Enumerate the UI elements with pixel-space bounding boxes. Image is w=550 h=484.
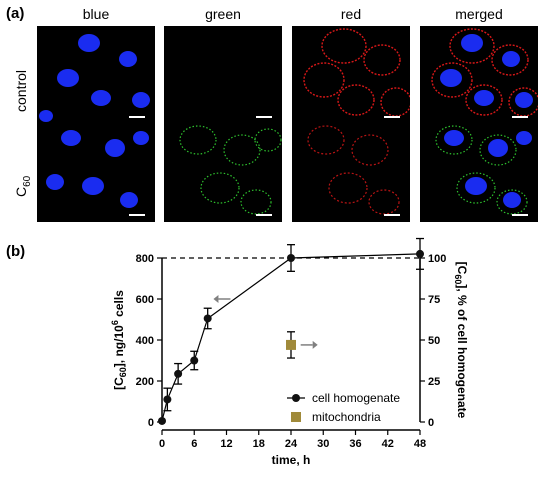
column-label-green: green [205,6,241,22]
legend-marker-cell-homogenate [292,394,300,402]
x-tick-label: 6 [191,438,197,450]
data-point-cell-homogenate [190,356,199,365]
x-tick-label: 0 [159,438,165,450]
panel-b-label: (b) [6,243,26,260]
y-left-tick-label: 0 [148,417,154,429]
y-axis-left-label: [C60], ng/106 cells [110,290,128,390]
y-right-tick-label: 75 [428,294,440,306]
data-point-cell-homogenate [287,254,295,262]
x-tick-label: 12 [220,438,232,450]
micrograph-control-blue [37,26,155,124]
data-point-mitochondria [286,339,296,350]
y-left-tick-label: 200 [136,376,154,388]
data-point-cell-homogenate [163,395,172,404]
legend-marker-mitochondria [291,412,301,422]
micrograph-control-green [164,26,282,124]
data-point-cell-homogenate [416,249,424,258]
data-point-cell-homogenate [174,369,183,378]
y-left-tick-label: 400 [136,335,154,347]
y-right-tick-label: 25 [428,376,440,388]
micrograph-control-merged [420,26,538,124]
arrow-right-head [312,340,318,349]
y-right-tick-label: 0 [428,417,434,429]
y-right-tick-label: 100 [428,253,446,265]
legend-label-mitochondria: mitochondria [312,410,381,424]
panel-a-label: (a) [6,5,25,22]
micrograph-control-red [292,26,410,124]
micrograph-c60-red [292,124,410,222]
chart-legend: cell homogenate mitochondria [287,391,400,424]
y-left-tick-label: 800 [136,253,154,265]
column-label-red: red [340,6,362,22]
micrograph-c60-merged [420,124,538,222]
y-axis-right-label: [C60], % of cell homogenate [453,262,469,419]
arrow-left-head [213,295,219,303]
x-tick-label: 30 [317,438,329,450]
x-tick-label: 36 [349,438,361,450]
x-axis-label: time, h [272,453,311,467]
x-tick-label: 24 [285,438,298,450]
data-point-cell-homogenate [203,314,212,323]
y-left-tick-label: 600 [136,294,154,306]
y-right-tick-label: 50 [428,335,440,347]
micrograph-c60-green [164,124,282,222]
x-tick-label: 42 [382,438,394,450]
legend-label-cell-homogenate: cell homogenate [312,391,400,405]
chart-axes: 0 6 12 18 24 30 36 42 4802004006008000255075100t… [110,253,469,467]
chart-marks [158,237,424,425]
column-label-blue: blue [82,6,110,22]
x-tick-label: 18 [253,438,265,450]
x-tick-label: 48 [414,438,426,450]
micrograph-c60-blue [37,124,155,222]
data-point-cell-homogenate [158,416,166,425]
column-label-merged: merged [455,6,503,22]
